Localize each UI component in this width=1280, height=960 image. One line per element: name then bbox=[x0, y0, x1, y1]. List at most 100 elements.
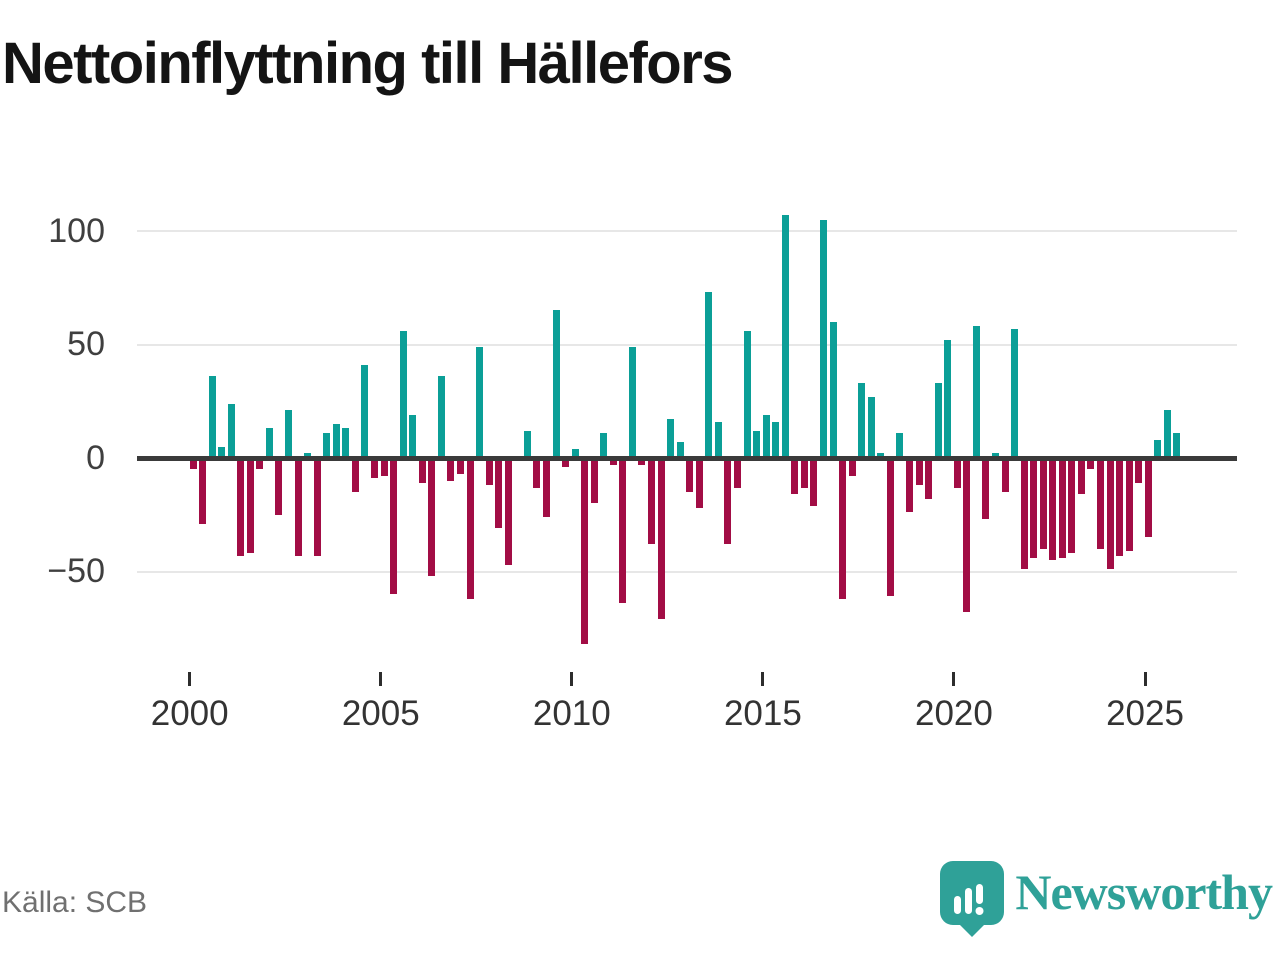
bar-2015K3 bbox=[781, 215, 789, 458]
bar-2025K2 bbox=[1154, 439, 1162, 458]
bar-2022K2 bbox=[1039, 458, 1047, 549]
bar-2001K4 bbox=[256, 458, 264, 470]
bar-2004K1 bbox=[342, 428, 350, 458]
bar-2000K1 bbox=[189, 458, 197, 470]
bar-2013K1 bbox=[686, 458, 694, 493]
bar-2007K1 bbox=[456, 458, 464, 474]
bar-2000K2 bbox=[199, 458, 207, 524]
bar-2020K4 bbox=[982, 458, 990, 520]
bar-2016K1 bbox=[800, 458, 808, 488]
bar-2008K1 bbox=[495, 458, 503, 529]
bar-2015K1 bbox=[762, 414, 770, 458]
bar-2005K3 bbox=[399, 330, 407, 458]
bar-2021K3 bbox=[1011, 328, 1019, 458]
bar-2001K2 bbox=[237, 458, 245, 556]
x-axis-label-2015: 2015 bbox=[723, 694, 802, 733]
bar-2006K2 bbox=[428, 458, 436, 577]
bar-2025K4 bbox=[1173, 433, 1181, 458]
bar-2019K1 bbox=[915, 458, 923, 486]
x-axis-label-2005: 2005 bbox=[341, 694, 420, 733]
newsworthy-logo-icon bbox=[939, 860, 1005, 943]
bar-2006K4 bbox=[447, 458, 455, 481]
bar-2018K3 bbox=[896, 433, 904, 458]
bar-2021K2 bbox=[1001, 458, 1009, 493]
x-tick-2020 bbox=[952, 672, 956, 686]
bar-2024K1 bbox=[1106, 458, 1114, 570]
bar-2011K2 bbox=[619, 458, 627, 604]
bar-2004K3 bbox=[361, 364, 369, 458]
bar-2011K4 bbox=[638, 458, 646, 465]
chart-title: Nettoinflyttning till Hällefors bbox=[2, 31, 734, 96]
bar-2017K2 bbox=[848, 458, 856, 477]
bar-2014K1 bbox=[724, 458, 732, 545]
bar-2006K3 bbox=[437, 376, 445, 458]
bar-2010K4 bbox=[600, 433, 608, 458]
bar-2000K3 bbox=[208, 376, 216, 458]
bar-2024K2 bbox=[1116, 458, 1124, 556]
bar-2022K1 bbox=[1030, 458, 1038, 558]
y-axis-label-0: 0 bbox=[86, 439, 105, 477]
bar-2018K2 bbox=[886, 458, 894, 597]
bar-2014K4 bbox=[753, 430, 761, 458]
source-note: Källa: SCB bbox=[2, 886, 148, 919]
bar-2022K3 bbox=[1049, 458, 1057, 561]
bar-2015K4 bbox=[791, 458, 799, 495]
bar-2019K4 bbox=[944, 339, 952, 458]
bar-2007K2 bbox=[466, 458, 474, 599]
bar-2014K2 bbox=[734, 458, 742, 488]
gridline-100 bbox=[137, 230, 1237, 232]
bar-2007K3 bbox=[476, 346, 484, 458]
x-tick-2000 bbox=[188, 672, 192, 686]
bar-2013K4 bbox=[714, 421, 722, 458]
bar-2004K2 bbox=[351, 458, 359, 493]
x-axis-label-2020: 2020 bbox=[915, 694, 993, 733]
bar-2025K3 bbox=[1163, 410, 1171, 458]
y-axis-label-100: 100 bbox=[48, 212, 105, 250]
bar-2015K2 bbox=[772, 421, 780, 458]
bar-2023K2 bbox=[1077, 458, 1085, 495]
x-tick-2025 bbox=[1143, 672, 1147, 686]
brand-name: Newsworthy bbox=[1015, 864, 1273, 920]
bar-2002K1 bbox=[265, 428, 273, 458]
brand-lockup: Newsworthy bbox=[939, 860, 1273, 943]
plot-area bbox=[137, 180, 1237, 660]
bar-2023K3 bbox=[1087, 458, 1095, 470]
bar-2024K4 bbox=[1135, 458, 1143, 483]
bar-2014K3 bbox=[743, 330, 751, 458]
bar-2020K3 bbox=[972, 326, 980, 458]
bar-2020K2 bbox=[963, 458, 971, 613]
bar-2002K2 bbox=[275, 458, 283, 515]
bar-2003K3 bbox=[323, 433, 331, 458]
y-axis-label-50: 50 bbox=[67, 325, 105, 363]
bar-2017K3 bbox=[858, 383, 866, 458]
gridline--50 bbox=[137, 570, 1237, 573]
bar-2013K3 bbox=[705, 292, 713, 458]
bar-2025K1 bbox=[1144, 458, 1152, 538]
bar-2019K3 bbox=[934, 383, 942, 458]
bar-2017K4 bbox=[867, 396, 875, 458]
bar-2002K4 bbox=[294, 458, 302, 556]
bar-2005K4 bbox=[409, 414, 417, 458]
bar-2007K4 bbox=[485, 458, 493, 486]
x-axis-label-2000: 2000 bbox=[150, 694, 229, 733]
bar-2005K1 bbox=[380, 458, 388, 477]
bar-2004K4 bbox=[371, 458, 378, 479]
bar-2005K2 bbox=[390, 458, 398, 595]
x-tick-2010 bbox=[570, 672, 574, 686]
bar-2011K1 bbox=[609, 458, 617, 465]
bar-2018K4 bbox=[905, 458, 913, 513]
bar-2016K4 bbox=[829, 321, 837, 458]
bar-2009K1 bbox=[533, 458, 541, 488]
bar-2010K3 bbox=[590, 458, 598, 504]
x-tick-2015 bbox=[761, 672, 765, 686]
bar-2012K1 bbox=[648, 458, 656, 545]
bar-2016K2 bbox=[810, 458, 818, 506]
bar-2016K3 bbox=[819, 219, 827, 458]
bar-2001K1 bbox=[227, 403, 235, 458]
bar-2010K2 bbox=[581, 458, 589, 645]
bar-2009K4 bbox=[562, 458, 570, 468]
bar-2024K3 bbox=[1125, 458, 1133, 552]
bar-2023K1 bbox=[1068, 458, 1076, 554]
y-axis-label-minus50: −50 bbox=[47, 552, 105, 590]
